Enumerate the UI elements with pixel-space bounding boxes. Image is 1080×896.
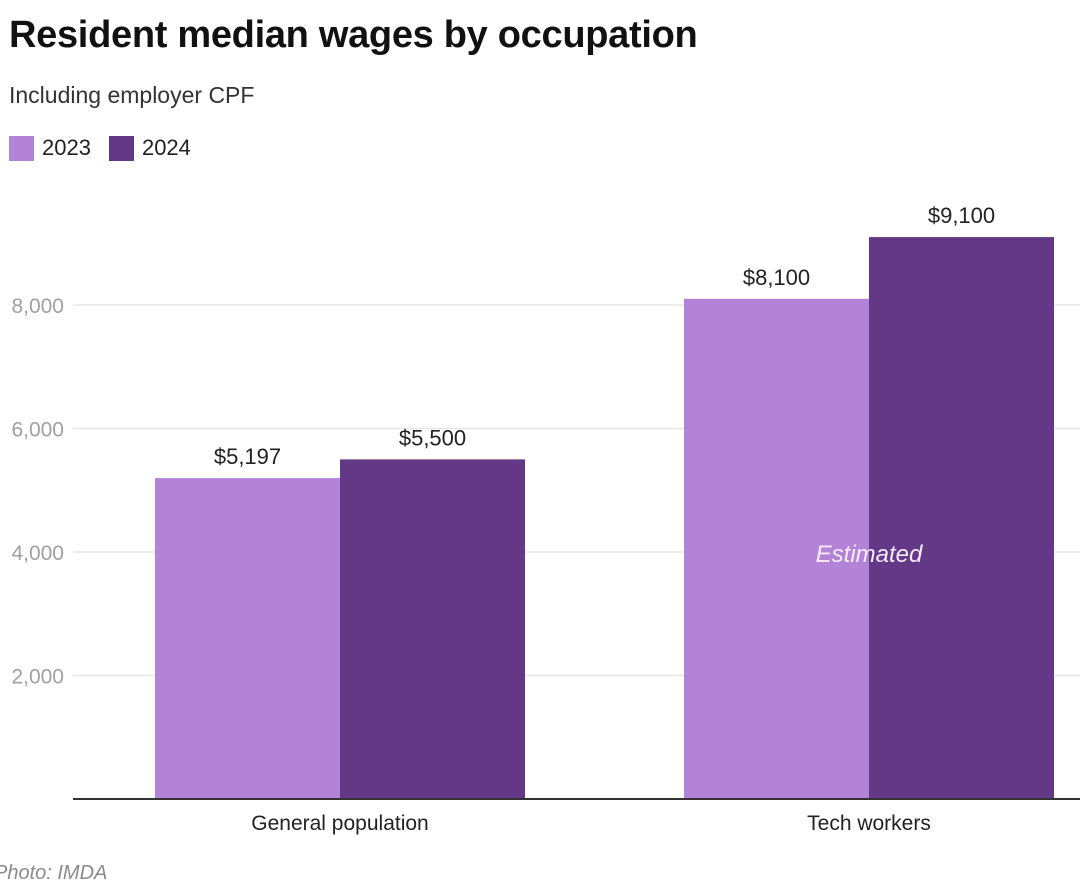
data-label: $5,197 <box>214 444 281 469</box>
x-tick-label: General population <box>251 812 428 835</box>
y-tick-label: 6,000 <box>11 419 64 442</box>
legend-item-2023: 2023 <box>9 135 91 161</box>
legend-item-2024: 2024 <box>108 135 191 161</box>
y-tick-label: 4,000 <box>11 542 64 565</box>
legend-label-2023: 2023 <box>42 135 91 160</box>
legend-label-2024: 2024 <box>141 135 191 160</box>
bar <box>155 478 340 799</box>
legend-swatch-2024 <box>108 135 134 161</box>
annotation-estimated: Estimated <box>816 541 923 568</box>
bar <box>684 298 869 799</box>
x-tick-label: Tech workers <box>807 812 931 835</box>
chart-subtitle: Including employer CPF <box>9 82 255 108</box>
source-credit: Photo: IMDA <box>0 862 108 884</box>
bar <box>869 237 1054 799</box>
chart-title: Resident median wages by occupation <box>9 14 698 56</box>
legend-swatch-2023 <box>9 135 34 161</box>
y-tick-label: 8,000 <box>11 295 64 318</box>
bar <box>340 459 525 799</box>
data-label: $5,500 <box>399 425 466 450</box>
data-label: $8,100 <box>743 265 810 290</box>
legend: 2023 2024 <box>9 135 209 161</box>
data-label: $9,100 <box>928 203 995 228</box>
y-tick-label: 2,000 <box>11 666 64 689</box>
